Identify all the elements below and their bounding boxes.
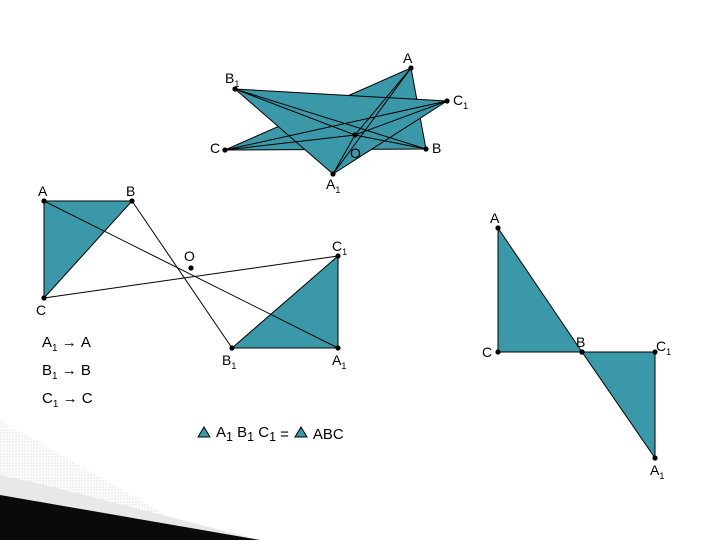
label-right-C: C — [482, 344, 492, 360]
label-right-B: B — [576, 334, 585, 350]
label-top-B1: B1 — [225, 70, 239, 89]
label-left-A: A — [38, 183, 47, 199]
label-left-B: B — [126, 183, 135, 199]
equals-sign: = — [280, 426, 289, 443]
label-top-B: B — [432, 140, 441, 156]
label-top-A: A — [403, 50, 412, 66]
label-left-C1: C1 — [332, 238, 347, 257]
label-left-C: C — [36, 302, 46, 318]
mapping-line-1: B1 → B — [42, 362, 91, 382]
label-left-O: O — [184, 248, 195, 264]
triangle-icon — [196, 425, 212, 443]
equality-rhs: ABC — [313, 426, 344, 443]
label-right-A1: A1 — [650, 462, 664, 481]
equality-statement: A1 B1 C1 = ABC — [196, 424, 344, 444]
label-right-C1: C1 — [656, 338, 671, 357]
label-top-C: C — [210, 140, 220, 156]
diagram-canvas — [0, 0, 720, 540]
mapping-line-0: A1 → A — [42, 334, 91, 354]
label-top-O: O — [350, 145, 361, 161]
label-left-B1: B1 — [222, 352, 236, 371]
label-left-A1: A1 — [332, 352, 346, 371]
mapping-line-2: C1 → C — [42, 390, 93, 410]
label-top-A1: A1 — [326, 176, 340, 195]
label-top-C1: C1 — [453, 92, 468, 111]
equality-lhs: A1 B1 C1 — [216, 424, 276, 444]
label-right-A: A — [490, 210, 499, 226]
triangle-icon — [293, 425, 309, 443]
